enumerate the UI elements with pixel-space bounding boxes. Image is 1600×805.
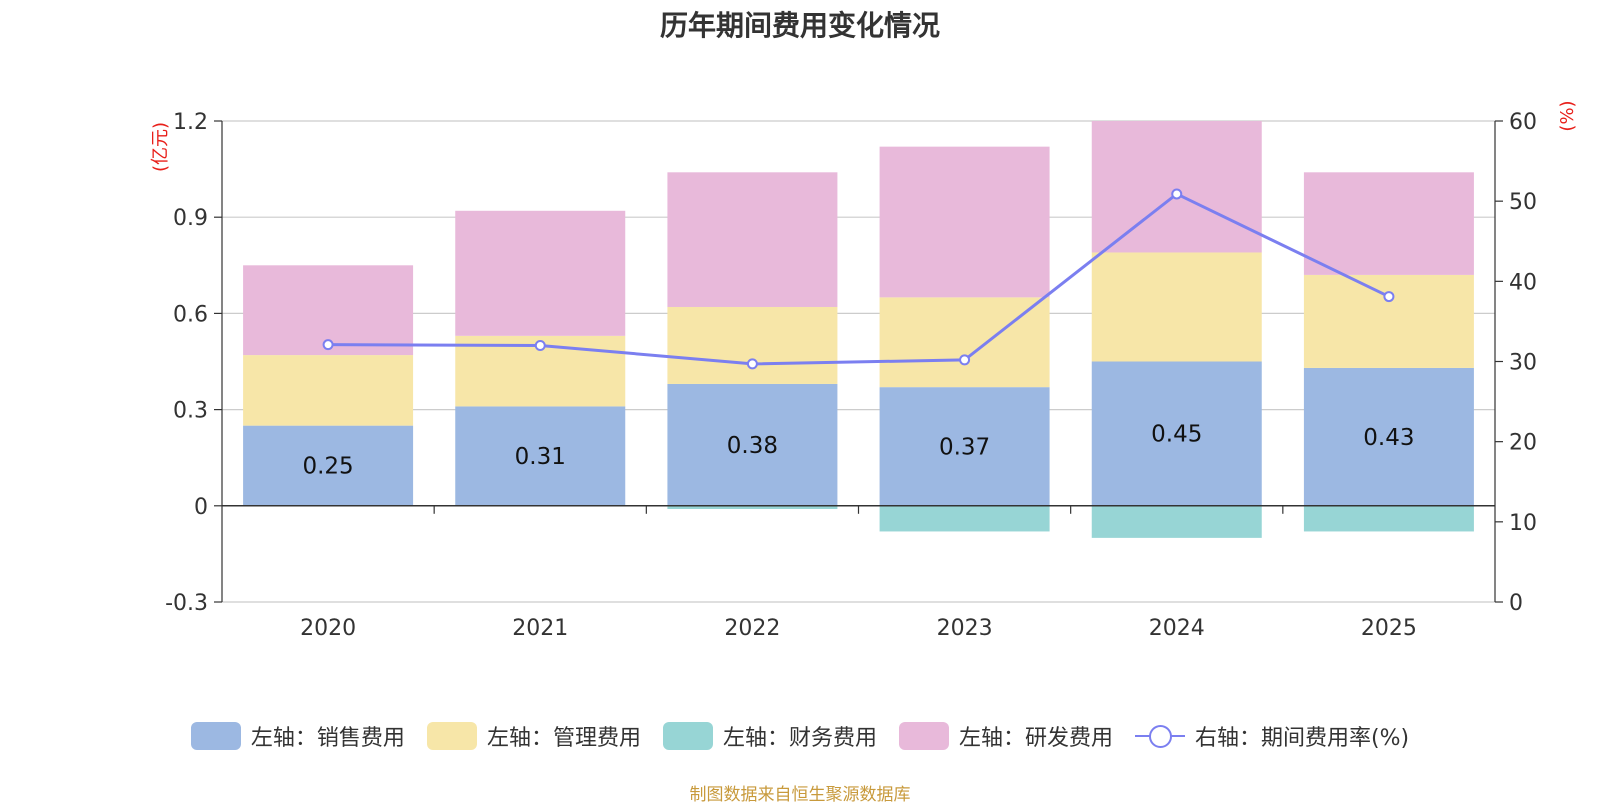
bar-segment-s1-2023	[879, 297, 1050, 388]
legend-swatch-finance	[662, 722, 713, 750]
left-axis-tick-label: -0.3	[165, 591, 208, 616]
bar-segment-s1-2020	[243, 355, 414, 426]
grid-lines	[222, 120, 1495, 603]
bar-segment-s3-2023	[879, 146, 1050, 298]
axes: -0.3 0 0.3 0.6 0.9 1.2 0 10 20 30 40 50 60 2020 2021 20…	[150, 100, 1578, 641]
bar-segment-s2-2023	[879, 505, 1050, 532]
bar-segment-s1-2022	[667, 306, 838, 384]
rate-point-2021	[534, 339, 546, 351]
left-axis-tick-label: 0.3	[173, 399, 208, 424]
legend-label-rate: 右轴：期间费用率(%)	[1194, 726, 1410, 751]
x-axis-label: 2020	[300, 616, 356, 641]
bar-segment-s0-2025	[1303, 367, 1474, 506]
left-axis-tick-label: 1.2	[173, 110, 208, 135]
rate-point-2022	[746, 358, 758, 370]
rate-point-2020	[322, 339, 334, 351]
legend-label-sales: 左轴：销售费用	[250, 726, 405, 751]
legend-swatch-sales	[190, 722, 241, 750]
bar-segment-s2-2024	[1091, 505, 1262, 538]
legend-swatch-admin	[426, 722, 477, 750]
data-labels: 0.25 0.31 0.38 0.37 0.45 0.43	[302, 422, 1414, 480]
bar-segment-s0-2023	[879, 387, 1050, 506]
x-axis-label: 2023	[937, 616, 993, 641]
right-axis-tick-label: 10	[1509, 511, 1537, 536]
right-axis-tick-label: 60	[1509, 110, 1537, 135]
bar-segment-s3-2024	[1091, 121, 1262, 253]
bar-marks	[243, 121, 1474, 538]
legend-item-sales[interactable]: 左轴：销售费用	[190, 720, 405, 752]
rate-point-2025	[1383, 291, 1395, 303]
legend-item-admin[interactable]: 左轴：管理费用	[426, 720, 641, 752]
right-axis-tick-label: 20	[1509, 431, 1537, 456]
rate-point-2024	[1171, 188, 1183, 200]
left-axis-unit: (亿元)	[150, 122, 171, 172]
legend-item-finance[interactable]: 左轴：财务费用	[662, 720, 877, 752]
bar-segment-s0-2020	[243, 425, 414, 506]
data-label-2024: 0.45	[1151, 422, 1202, 448]
rate-line-path	[328, 192, 1390, 366]
x-axis-label: 2024	[1149, 616, 1205, 641]
legend-item-rate[interactable]: 右轴：期间费用率(%)	[1134, 720, 1410, 752]
data-label-2021: 0.31	[515, 444, 566, 470]
bar-segment-s2-2025	[1303, 505, 1474, 532]
data-label-2020: 0.25	[302, 454, 353, 480]
bar-segment-s3-2025	[1303, 172, 1474, 275]
bar-segment-s2-2022	[667, 505, 838, 510]
right-axis-tick-label: 0	[1509, 591, 1523, 616]
legend-item-rd[interactable]: 左轴：研发费用	[898, 720, 1113, 752]
right-axis-tick-label: 30	[1509, 351, 1537, 376]
legend-label-finance: 左轴：财务费用	[722, 726, 877, 751]
bar-segment-s0-2021	[455, 406, 626, 506]
bar-segment-s0-2024	[1091, 361, 1262, 506]
left-axis-tick-label: 0.9	[173, 206, 208, 231]
legend-label-rd: 左轴：研发费用	[958, 726, 1113, 751]
legend-swatch-rd	[898, 722, 949, 750]
source-note: 制图数据来自恒生聚源数据库	[689, 785, 911, 805]
bar-segment-s3-2022	[667, 172, 838, 307]
rate-point-2023	[959, 354, 971, 366]
rate-line	[322, 188, 1395, 370]
x-axis-label: 2021	[512, 616, 568, 641]
x-axis-label: 2022	[724, 616, 780, 641]
left-axis-tick-label: 0.6	[173, 302, 208, 327]
data-label-2023: 0.37	[939, 434, 990, 460]
right-axis-unit: (%)	[1557, 100, 1578, 131]
chart-canvas: -0.3 0 0.3 0.6 0.9 1.2 0 10 20 30 40 50 60 2020 2021 20…	[150, 100, 1578, 641]
right-axis-tick-label: 50	[1509, 190, 1537, 215]
data-label-2025: 0.43	[1363, 425, 1414, 451]
bar-segment-s1-2024	[1091, 252, 1262, 362]
chart-title: 历年期间费用变化情况	[659, 9, 940, 42]
legend: 左轴：销售费用 左轴：管理费用 左轴：财务费用 左轴：研发费用 右轴：期间费用率…	[0, 720, 1600, 752]
legend-label-admin: 左轴：管理费用	[486, 726, 641, 751]
legend-swatch-rate	[1134, 722, 1185, 750]
data-label-2022: 0.38	[727, 433, 778, 459]
left-axis-tick-label: 0	[194, 495, 208, 520]
bar-segment-s0-2022	[667, 383, 838, 506]
x-axis-label: 2025	[1361, 616, 1417, 641]
bar-segment-s3-2021	[455, 210, 626, 336]
bar-segment-s1-2025	[1303, 274, 1474, 368]
right-axis-tick-label: 40	[1509, 270, 1537, 295]
